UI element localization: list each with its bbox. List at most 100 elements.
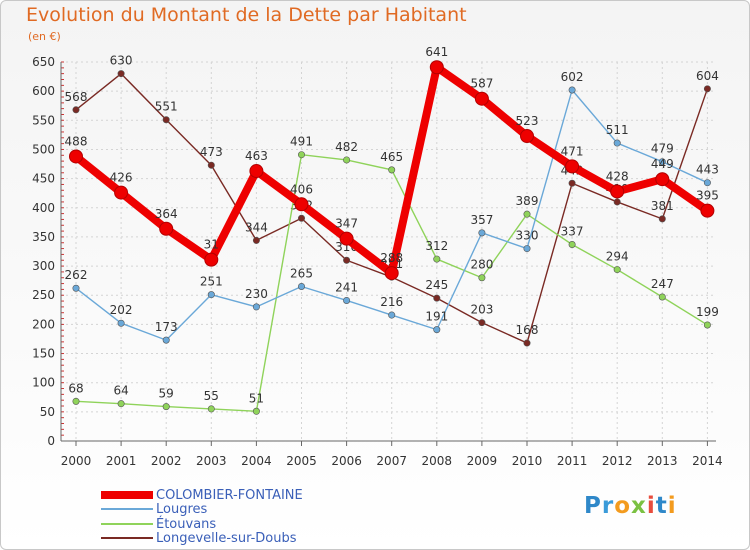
data-label-lougres: 262	[65, 268, 88, 282]
data-point-etouvans	[703, 321, 711, 329]
data-label-etouvans: 280	[470, 258, 493, 272]
data-label-longevelle-sur-doubs: 245	[425, 278, 448, 292]
data-point-longevelle-sur-doubs	[252, 236, 260, 244]
data-point-colombier-fontaine	[610, 184, 625, 199]
data-point-colombier-fontaine	[384, 266, 399, 281]
data-label-etouvans: 312	[425, 239, 448, 253]
x-tick-label: 2010	[512, 454, 543, 468]
data-label-colombier-fontaine: 288	[380, 251, 403, 265]
data-point-longevelle-sur-doubs	[343, 256, 351, 264]
data-label-lougres: 230	[245, 287, 268, 301]
data-label-colombier-fontaine: 31	[204, 238, 219, 252]
y-tick-label: 650	[32, 55, 55, 69]
y-tick-label: 550	[32, 113, 55, 127]
data-label-longevelle-sur-doubs: 203	[470, 303, 493, 317]
y-tick-label: 450	[32, 172, 55, 186]
data-point-colombier-fontaine	[429, 60, 444, 75]
data-point-etouvans	[252, 407, 260, 415]
data-point-longevelle-sur-doubs	[523, 339, 531, 347]
y-tick-label: 250	[32, 288, 55, 302]
data-label-lougres: 479	[651, 142, 674, 156]
y-tick-label: 100	[32, 376, 55, 390]
data-point-longevelle-sur-doubs	[207, 161, 215, 169]
data-point-etouvans	[658, 293, 666, 301]
data-label-colombier-fontaine: 426	[110, 171, 133, 185]
data-point-colombier-fontaine	[204, 252, 219, 267]
proxiti-logo: Proxiti	[584, 493, 677, 519]
data-label-etouvans: 51	[249, 391, 264, 405]
data-label-colombier-fontaine: 347	[335, 217, 358, 231]
data-point-colombier-fontaine	[114, 185, 129, 200]
data-label-lougres: 357	[470, 213, 493, 227]
data-label-lougres: 443	[696, 163, 719, 177]
legend-swatch-colombier-fontaine	[101, 491, 153, 499]
legend-label-lougres: Lougres	[156, 501, 208, 517]
y-tick-label: 500	[32, 142, 55, 156]
legend-item-colombier-fontaine: COLOMBIER-FONTAINE	[101, 487, 303, 503]
data-point-lougres	[343, 296, 351, 304]
data-point-lougres	[72, 284, 80, 292]
data-point-etouvans	[613, 266, 621, 274]
x-tick-label: 2014	[692, 454, 723, 468]
y-tick-label: 600	[32, 84, 55, 98]
data-point-colombier-fontaine	[159, 221, 174, 236]
x-tick-label: 2007	[376, 454, 407, 468]
data-point-etouvans	[388, 166, 396, 174]
y-tick-label: 300	[32, 259, 55, 273]
data-label-longevelle-sur-doubs: 381	[651, 199, 674, 213]
unit-label: (en €)	[28, 30, 61, 43]
data-label-etouvans: 247	[651, 277, 674, 291]
data-label-etouvans: 491	[290, 135, 313, 149]
data-point-longevelle-sur-doubs	[162, 116, 170, 124]
data-point-etouvans	[207, 405, 215, 413]
data-label-colombier-fontaine: 463	[245, 149, 268, 163]
data-point-colombier-fontaine	[655, 172, 670, 187]
data-label-etouvans: 55	[204, 389, 219, 403]
data-point-longevelle-sur-doubs	[658, 215, 666, 223]
x-tick-label: 2000	[61, 454, 92, 468]
data-point-etouvans	[478, 274, 486, 282]
data-point-lougres	[207, 291, 215, 299]
data-point-lougres	[478, 229, 486, 237]
legend-label-colombier-fontaine: COLOMBIER-FONTAINE	[156, 487, 303, 503]
data-label-lougres: 216	[380, 295, 403, 309]
data-point-etouvans	[162, 403, 170, 411]
legend-item-longevelle: Longevelle-sur-Doubs	[101, 531, 297, 546]
data-point-colombier-fontaine	[520, 129, 534, 144]
data-point-longevelle-sur-doubs	[72, 106, 80, 114]
data-label-etouvans: 68	[68, 381, 83, 395]
data-point-longevelle-sur-doubs	[568, 179, 576, 187]
data-label-longevelle-sur-doubs: 630	[110, 54, 133, 68]
x-tick-label: 2005	[286, 454, 317, 468]
data-label-lougres: 173	[155, 320, 178, 334]
data-point-colombier-fontaine	[294, 197, 309, 212]
data-label-colombier-fontaine: 406	[290, 182, 313, 196]
data-label-longevelle-sur-doubs: 604	[696, 69, 719, 83]
data-point-etouvans	[343, 156, 351, 164]
data-point-etouvans	[72, 397, 80, 405]
data-point-etouvans	[523, 210, 531, 218]
data-point-lougres	[297, 282, 305, 290]
x-tick-label: 2003	[196, 454, 227, 468]
data-label-longevelle-sur-doubs: 473	[200, 145, 223, 159]
data-label-colombier-fontaine: 488	[65, 134, 88, 148]
data-label-colombier-fontaine: 587	[470, 77, 493, 91]
legend-label-etouvans: Étouvans	[156, 516, 217, 532]
data-label-lougres: 202	[110, 303, 133, 317]
data-point-lougres	[433, 326, 441, 334]
legend-swatch-etouvans	[101, 523, 153, 525]
data-point-longevelle-sur-doubs	[478, 319, 486, 327]
legend-swatch-lougres	[101, 508, 153, 510]
data-label-etouvans: 199	[696, 305, 719, 319]
legend-swatch-longevelle	[101, 537, 153, 539]
data-point-colombier-fontaine	[249, 164, 264, 179]
data-label-etouvans: 337	[561, 225, 584, 239]
data-point-longevelle-sur-doubs	[117, 70, 125, 78]
x-tick-label: 2013	[647, 454, 678, 468]
data-point-etouvans	[297, 151, 305, 159]
data-label-colombier-fontaine: 395	[696, 189, 719, 203]
data-label-lougres: 511	[606, 123, 629, 137]
data-point-colombier-fontaine	[565, 159, 580, 174]
